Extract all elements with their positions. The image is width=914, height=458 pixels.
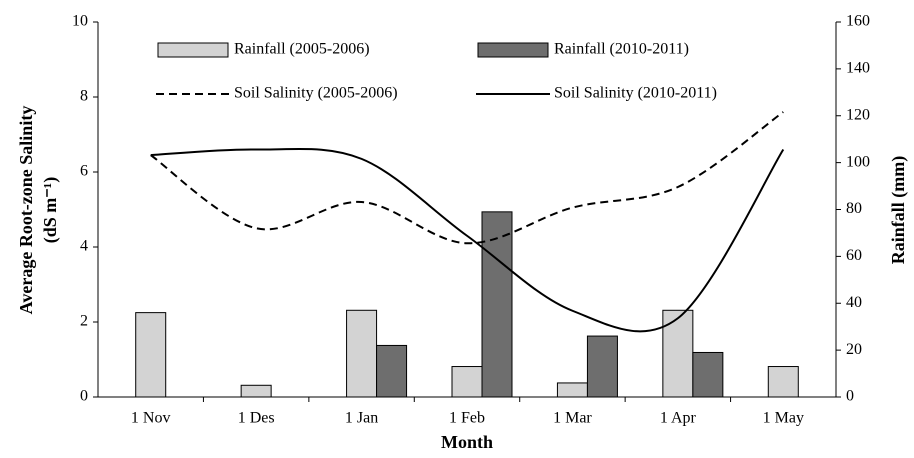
y2-tick-label: 120	[846, 106, 870, 123]
x-tick-label: 1 Apr	[660, 410, 697, 427]
x-tick-label: 1 May	[763, 410, 804, 427]
x-tick-label: 1 Jan	[345, 410, 378, 427]
bar	[240, 384, 272, 398]
y-tick-label: 6	[80, 163, 88, 180]
y2-tick-label: 160	[846, 13, 870, 30]
bar	[481, 211, 513, 398]
bar	[556, 382, 588, 398]
line	[150, 111, 784, 245]
y-tick-label: 4	[80, 238, 88, 255]
bar	[135, 312, 167, 398]
bar	[451, 366, 483, 398]
legend-label: Soil Salinity (2005-2006)	[234, 85, 398, 102]
bar	[662, 309, 694, 398]
x-tick-label: 1 Nov	[131, 410, 171, 427]
line	[150, 147, 785, 333]
y2-tick-label: 80	[846, 200, 862, 217]
bar	[586, 335, 618, 398]
x-tick-label: 1 Des	[238, 410, 275, 427]
bar	[767, 366, 799, 398]
bar	[346, 309, 378, 398]
legend-label: Soil Salinity (2010-2011)	[554, 85, 717, 102]
y2-tick-label: 140	[846, 60, 870, 77]
y2-axis-label: Rainfall (mm)	[888, 156, 909, 264]
legend-label: Rainfall (2005-2006)	[234, 41, 370, 58]
y-tick-label: 2	[80, 313, 88, 330]
y2-tick-label: 20	[846, 341, 862, 358]
y2-tick-label: 40	[846, 294, 862, 311]
y-axis-unit: (dS m⁻¹)	[40, 177, 61, 243]
y-tick-label: 10	[72, 13, 88, 30]
x-tick-label: 1 Feb	[449, 410, 485, 427]
y-tick-label: 0	[80, 388, 88, 405]
legend-label: Rainfall (2010-2011)	[554, 41, 689, 58]
y2-tick-label: 60	[846, 247, 862, 264]
y2-tick-label: 0	[846, 388, 854, 405]
x-axis-label: Month	[441, 432, 493, 452]
y2-tick-label: 100	[846, 153, 870, 170]
y-axis-label: Average Root-zone Salinity	[16, 106, 36, 315]
legend-swatch	[477, 42, 549, 58]
y-tick-label: 8	[80, 88, 88, 105]
legend-swatch	[157, 42, 229, 58]
bar	[692, 351, 724, 398]
x-tick-label: 1 Mar	[553, 410, 592, 427]
bar	[376, 344, 408, 398]
